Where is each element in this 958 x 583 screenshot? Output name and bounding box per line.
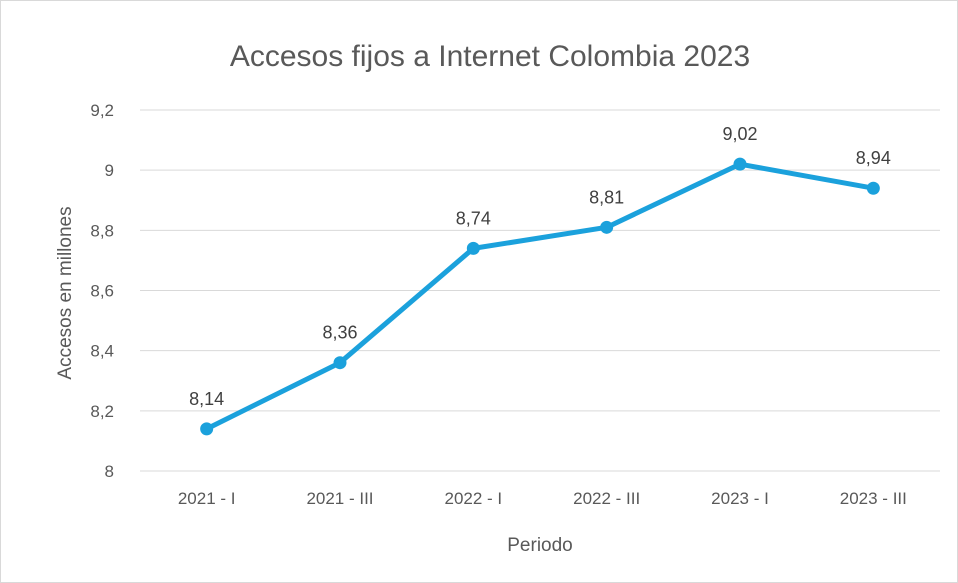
y-tick-labels: 8 8,2 8,4 8,6 8,8 9 9,2: [90, 101, 114, 481]
x-tick-label: 2021 - I: [178, 489, 236, 508]
x-axis-title: Periodo: [507, 535, 573, 556]
data-label: 8,36: [322, 323, 357, 343]
x-tick-labels: 2021 - I 2021 - III 2022 - I 2022 - III 2023…: [178, 489, 907, 508]
data-point: [600, 220, 614, 234]
data-point: [333, 356, 347, 370]
y-tick-label: 8,6: [90, 282, 114, 301]
data-points: [200, 157, 880, 436]
data-label: 8,74: [456, 208, 491, 228]
y-tick-label: 9,2: [90, 101, 114, 120]
x-tick-label: 2023 - III: [840, 489, 907, 508]
y-tick-label: 9: [105, 161, 114, 180]
x-tick-label: 2023 - I: [711, 489, 769, 508]
data-label: 9,02: [722, 124, 757, 144]
data-labels: 8,14 8,36 8,74 8,81 9,02 8,94: [189, 124, 891, 409]
y-tick-label: 8,2: [90, 402, 114, 421]
series-line: [204, 161, 876, 432]
y-tick-label: 8,8: [90, 221, 114, 240]
x-tick-label: 2021 - III: [306, 489, 373, 508]
data-label: 8,81: [589, 187, 624, 207]
y-axis-title: Accesos en millones: [55, 206, 76, 379]
x-tick-label: 2022 - III: [573, 489, 640, 508]
data-point: [200, 422, 214, 436]
y-tick-label: 8,4: [90, 342, 114, 361]
y-tick-label: 8: [105, 462, 114, 481]
x-tick-label: 2022 - I: [445, 489, 503, 508]
data-point: [466, 241, 480, 255]
data-point: [733, 157, 747, 171]
chart-title: Accesos fijos a Internet Colombia 2023: [230, 40, 750, 73]
data-point: [866, 181, 880, 195]
data-label: 8,94: [856, 148, 891, 168]
gridlines: [140, 109, 940, 472]
data-label: 8,14: [189, 389, 224, 409]
